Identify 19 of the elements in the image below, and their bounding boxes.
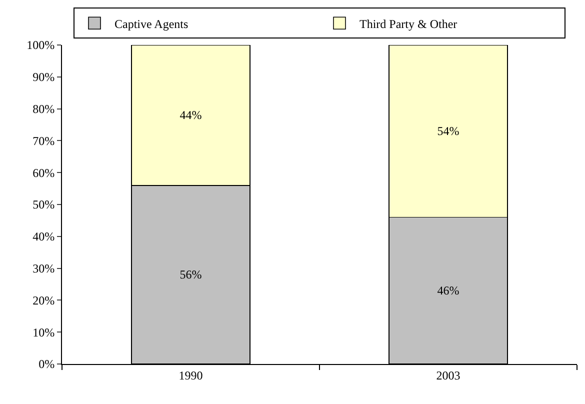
y-tick-label: 60%: [32, 166, 55, 180]
data-label: 44%: [180, 108, 202, 122]
y-tick-label: 80%: [32, 102, 55, 116]
data-label: 56%: [180, 268, 202, 282]
data-label: 46%: [437, 284, 460, 298]
y-tick-label: 100%: [26, 38, 55, 52]
y-tick-label: 50%: [32, 198, 55, 212]
y-tick-label: 90%: [32, 70, 55, 84]
y-tick-label: 30%: [32, 262, 55, 276]
y-tick-label: 0%: [38, 357, 55, 372]
x-tick-label: 2003: [436, 368, 460, 382]
y-tick-label: 20%: [32, 293, 55, 308]
legend-label: Captive Agents: [114, 16, 188, 31]
y-tick-label: 70%: [32, 134, 55, 148]
legend-label: Third Party & Other: [360, 16, 458, 31]
y-tick-label: 10%: [32, 325, 55, 340]
x-tick-label: 1990: [178, 368, 203, 382]
y-tick-label: 40%: [32, 230, 55, 244]
data-label: 54%: [437, 124, 460, 138]
